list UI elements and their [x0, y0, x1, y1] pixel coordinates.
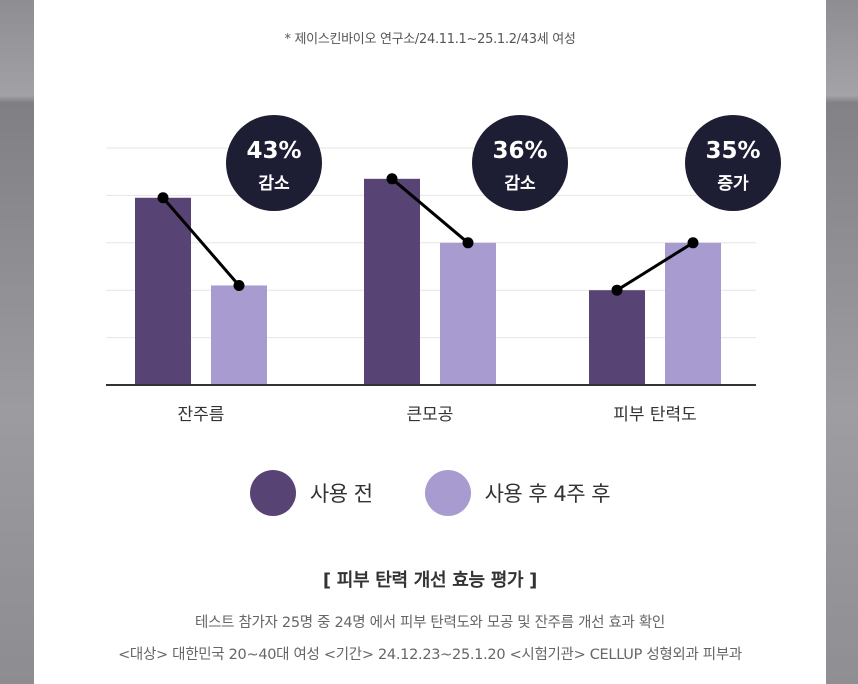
- data-point-after: [462, 237, 474, 249]
- change-line: [391, 177, 469, 244]
- category-label: 큰모공: [407, 405, 454, 425]
- change-badge: [226, 115, 322, 211]
- legend: 사용 전 사용 후 4주 후: [34, 470, 826, 516]
- bar-after: [440, 242, 496, 385]
- change-badge: [685, 115, 781, 211]
- change-direction: 감소: [258, 174, 290, 194]
- change-direction: 감소: [504, 174, 536, 194]
- bar-before: [364, 178, 420, 385]
- change-percent: 35%: [705, 138, 760, 164]
- change-percent: 36%: [492, 138, 547, 164]
- legend-item-before: 사용 전: [249, 470, 373, 516]
- left-background-strip: [0, 0, 34, 684]
- study-details: <대상> 대한민국 20~40대 여성 <기간> 24.12.23~25.1.2…: [118, 647, 742, 663]
- change-direction: 증가: [717, 174, 749, 194]
- legend-label-before: 사용 전: [309, 482, 373, 506]
- data-point-before: [386, 173, 398, 185]
- right-background-strip: [824, 0, 858, 684]
- study-summary: 테스트 참가자 25명 중 24명 에서 피부 탄력도와 모공 및 잔주름 개선…: [195, 615, 665, 631]
- bar-after: [665, 242, 721, 385]
- legend-item-after: 사용 후 4주 후: [424, 470, 611, 516]
- source-note: * 제이스킨바이오 연구소/24.11.1~25.1.2/43세 여성: [284, 32, 576, 47]
- data-point-before: [611, 284, 623, 296]
- data-point-after: [687, 237, 699, 249]
- change-percent: 43%: [246, 138, 301, 164]
- category-label: 피부 탄력도: [613, 405, 697, 425]
- bar-before: [589, 290, 645, 385]
- change-line: [161, 196, 241, 287]
- content-card: * 제이스킨바이오 연구소/24.11.1~25.1.2/43세 여성 잔주름 큰…: [34, 0, 826, 684]
- bar-after: [211, 285, 267, 385]
- bar-chart: 잔주름 큰모공 피부 탄력도 43% 감소 36% 감소 35% 증가: [106, 115, 781, 425]
- legend-swatch-after: [424, 470, 471, 516]
- bar-before: [135, 197, 191, 385]
- category-label: 잔주름: [178, 405, 225, 425]
- data-point-after: [233, 279, 245, 291]
- data-point-before: [157, 192, 169, 204]
- study-title: [ 피부 탄력 개선 효능 평가 ]: [322, 570, 538, 591]
- change-badge: [472, 115, 568, 211]
- legend-label-after: 사용 후 4주 후: [484, 482, 611, 506]
- change-line: [616, 241, 694, 292]
- legend-swatch-before: [249, 470, 296, 516]
